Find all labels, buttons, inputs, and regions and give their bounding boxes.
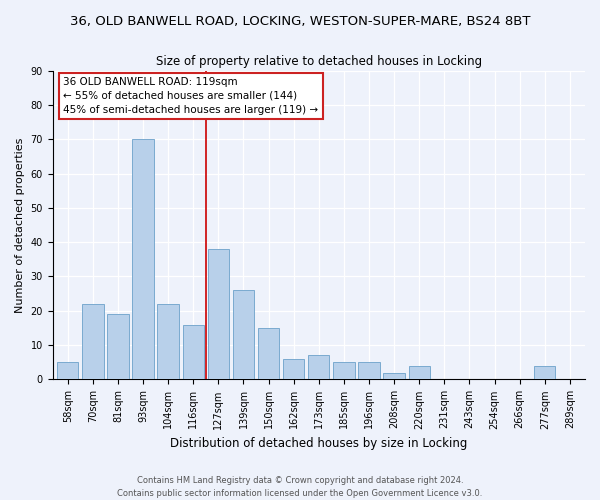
- Bar: [57, 362, 79, 380]
- Bar: [283, 359, 304, 380]
- Bar: [182, 324, 204, 380]
- Bar: [82, 304, 104, 380]
- Bar: [358, 362, 380, 380]
- Bar: [333, 362, 355, 380]
- Text: Contains HM Land Registry data © Crown copyright and database right 2024.
Contai: Contains HM Land Registry data © Crown c…: [118, 476, 482, 498]
- Text: 36, OLD BANWELL ROAD, LOCKING, WESTON-SUPER-MARE, BS24 8BT: 36, OLD BANWELL ROAD, LOCKING, WESTON-SU…: [70, 15, 530, 28]
- Bar: [233, 290, 254, 380]
- Text: 36 OLD BANWELL ROAD: 119sqm
← 55% of detached houses are smaller (144)
45% of se: 36 OLD BANWELL ROAD: 119sqm ← 55% of det…: [63, 76, 319, 114]
- Bar: [107, 314, 128, 380]
- Bar: [383, 372, 405, 380]
- Bar: [409, 366, 430, 380]
- Title: Size of property relative to detached houses in Locking: Size of property relative to detached ho…: [156, 55, 482, 68]
- Bar: [133, 139, 154, 380]
- Bar: [534, 366, 556, 380]
- Bar: [208, 249, 229, 380]
- Bar: [157, 304, 179, 380]
- Y-axis label: Number of detached properties: Number of detached properties: [15, 138, 25, 312]
- Bar: [308, 356, 329, 380]
- X-axis label: Distribution of detached houses by size in Locking: Distribution of detached houses by size …: [170, 437, 467, 450]
- Bar: [258, 328, 279, 380]
